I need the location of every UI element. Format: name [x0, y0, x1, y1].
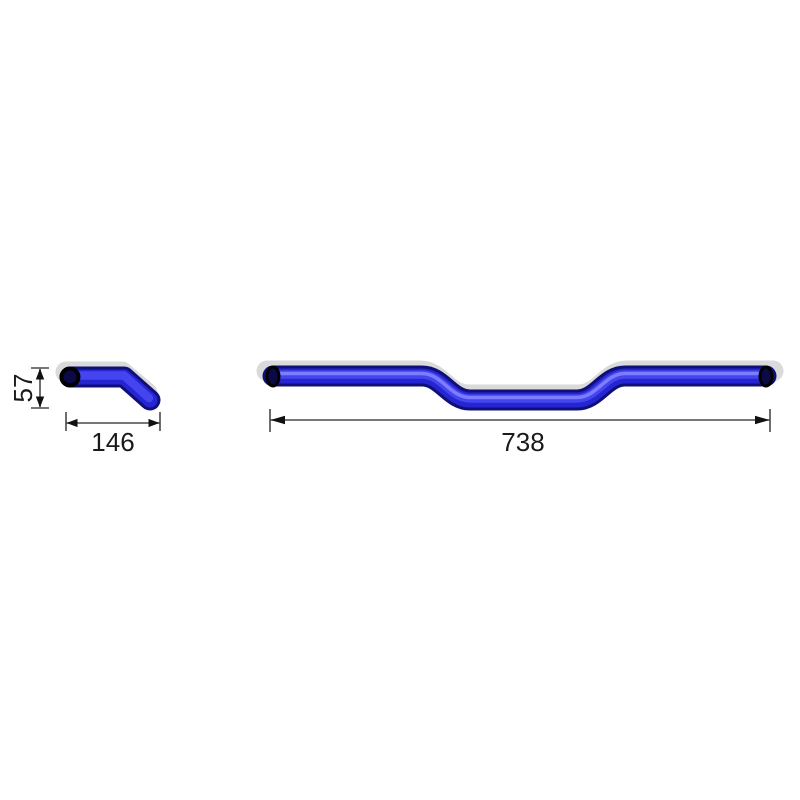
side-view: 57 146 — [8, 361, 161, 457]
height-dimension-label: 57 — [8, 374, 38, 403]
front-view-tube-opening-left — [265, 365, 281, 388]
dimension-arrow-up — [35, 368, 45, 380]
side-view-tube-opening — [59, 366, 81, 388]
front-view: 738 — [256, 360, 784, 457]
side-view-tube — [59, 366, 161, 411]
dimension-arrow-right — [148, 418, 160, 428]
side-width-dimension: 146 — [65, 412, 161, 457]
dimension-arrow-right — [755, 415, 770, 425]
front-width-dimension-label: 738 — [501, 427, 544, 457]
dimension-arrow-down — [35, 396, 45, 408]
front-view-tube-opening-right — [758, 365, 774, 388]
front-view-tube — [262, 365, 777, 411]
side-view-tube-sheen — [66, 371, 154, 403]
dimension-arrow-left — [270, 415, 285, 425]
dimension-arrow-left — [66, 418, 78, 428]
front-width-dimension: 738 — [269, 409, 771, 457]
height-dimension: 57 — [8, 367, 49, 409]
front-view-tube-highlight — [274, 371, 765, 400]
side-width-dimension-label: 146 — [91, 427, 134, 457]
